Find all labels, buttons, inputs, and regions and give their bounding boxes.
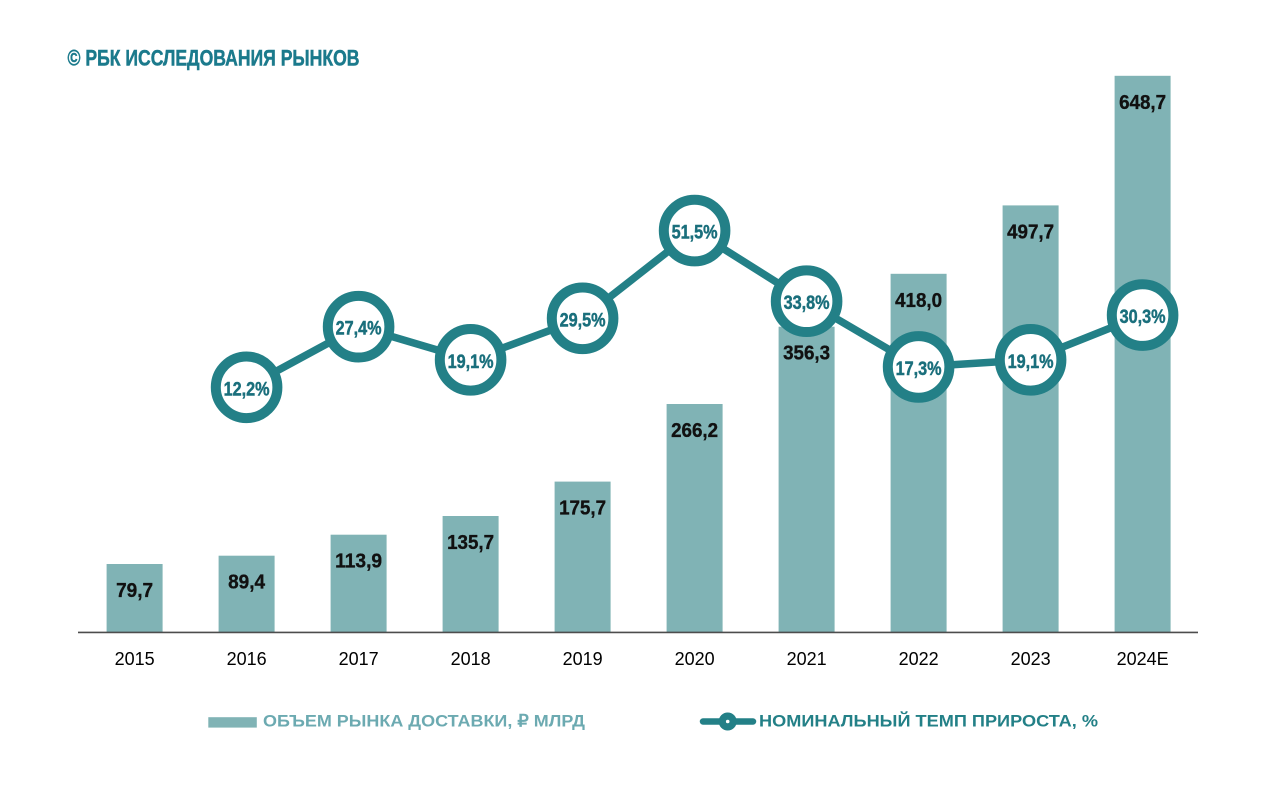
svg-text:2023: 2023	[1011, 649, 1051, 669]
svg-text:175,7: 175,7	[559, 498, 606, 520]
svg-text:79,7: 79,7	[116, 580, 153, 602]
svg-text:29,5%: 29,5%	[560, 310, 606, 331]
svg-text:113,9: 113,9	[335, 551, 382, 573]
svg-text:497,7: 497,7	[1007, 221, 1054, 243]
svg-text:266,2: 266,2	[671, 420, 718, 442]
svg-text:2015: 2015	[115, 649, 155, 669]
svg-text:33,8%: 33,8%	[784, 293, 830, 314]
svg-text:2024E: 2024E	[1117, 649, 1169, 669]
svg-text:2020: 2020	[675, 649, 715, 669]
svg-text:2018: 2018	[451, 649, 491, 669]
svg-text:ОБЪЕМ РЫНКА ДОСТАВКИ, ₽ МЛРД: ОБЪЕМ РЫНКА ДОСТАВКИ, ₽ МЛРД	[263, 712, 585, 731]
svg-text:2016: 2016	[227, 649, 267, 669]
svg-text:89,4: 89,4	[228, 572, 266, 594]
svg-text:© РБК ИССЛЕДОВАНИЯ РЫНКОВ: © РБК ИССЛЕДОВАНИЯ РЫНКОВ	[68, 46, 360, 71]
svg-text:17,3%: 17,3%	[896, 359, 942, 380]
svg-text:12,2%: 12,2%	[224, 379, 270, 400]
svg-text:2022: 2022	[899, 649, 939, 669]
svg-text:648,7: 648,7	[1119, 92, 1166, 114]
svg-text:2017: 2017	[339, 649, 379, 669]
svg-text:27,4%: 27,4%	[336, 319, 382, 340]
svg-text:2019: 2019	[563, 649, 603, 669]
svg-text:51,5%: 51,5%	[672, 223, 718, 244]
svg-text:2021: 2021	[787, 649, 827, 669]
svg-text:НОМИНАЛЬНЫЙ ТЕМП ПРИРОСТА, %: НОМИНАЛЬНЫЙ ТЕМП ПРИРОСТА, %	[759, 712, 1098, 731]
svg-text:135,7: 135,7	[447, 532, 494, 554]
svg-text:356,3: 356,3	[783, 343, 830, 365]
svg-text:19,1%: 19,1%	[1008, 352, 1054, 373]
svg-text:19,1%: 19,1%	[448, 352, 494, 373]
svg-text:418,0: 418,0	[895, 290, 942, 312]
svg-text:30,3%: 30,3%	[1120, 307, 1166, 328]
